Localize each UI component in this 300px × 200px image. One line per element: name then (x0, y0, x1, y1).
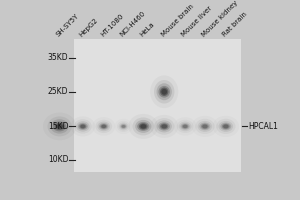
Ellipse shape (216, 119, 236, 134)
Text: HepG2: HepG2 (79, 17, 100, 38)
Ellipse shape (160, 88, 168, 96)
Text: Rat brain: Rat brain (222, 11, 248, 38)
Ellipse shape (222, 124, 230, 129)
Ellipse shape (158, 86, 170, 98)
Text: 35KD: 35KD (48, 53, 68, 62)
Ellipse shape (154, 118, 174, 135)
Ellipse shape (118, 122, 128, 130)
Text: Mouse kidney: Mouse kidney (201, 0, 239, 38)
Ellipse shape (180, 123, 190, 130)
Ellipse shape (139, 123, 148, 130)
Ellipse shape (202, 125, 208, 128)
Ellipse shape (99, 123, 109, 130)
Text: HT-1080: HT-1080 (100, 13, 124, 38)
Ellipse shape (95, 120, 112, 133)
Ellipse shape (182, 124, 188, 129)
Ellipse shape (98, 122, 110, 131)
Ellipse shape (161, 89, 167, 95)
Ellipse shape (55, 123, 64, 130)
Text: Mouse liver: Mouse liver (181, 5, 214, 38)
Ellipse shape (135, 120, 152, 133)
Ellipse shape (220, 123, 231, 130)
Text: NCI-H460: NCI-H460 (119, 10, 147, 38)
Ellipse shape (223, 125, 229, 128)
Ellipse shape (137, 122, 149, 131)
Ellipse shape (100, 124, 107, 129)
Ellipse shape (160, 123, 168, 129)
Ellipse shape (79, 124, 86, 129)
Ellipse shape (101, 125, 106, 128)
Text: SH-SY5Y: SH-SY5Y (55, 13, 80, 38)
Ellipse shape (157, 83, 172, 100)
Ellipse shape (50, 119, 69, 134)
Ellipse shape (47, 116, 72, 136)
Ellipse shape (200, 123, 210, 130)
Ellipse shape (74, 119, 92, 134)
Ellipse shape (157, 120, 172, 132)
Ellipse shape (198, 121, 212, 132)
Ellipse shape (80, 125, 85, 128)
Ellipse shape (195, 119, 214, 134)
Text: Mouse brain: Mouse brain (160, 3, 194, 38)
Ellipse shape (133, 117, 154, 135)
Text: HPCAL1: HPCAL1 (248, 122, 278, 131)
Ellipse shape (120, 124, 127, 129)
Ellipse shape (183, 125, 188, 128)
Text: HeLa: HeLa (139, 21, 156, 38)
Ellipse shape (76, 121, 89, 132)
Ellipse shape (154, 80, 174, 104)
Ellipse shape (201, 124, 209, 129)
Ellipse shape (121, 124, 126, 128)
Ellipse shape (53, 121, 66, 131)
Ellipse shape (78, 123, 88, 130)
Ellipse shape (219, 121, 233, 132)
Text: 25KD: 25KD (48, 87, 68, 96)
Ellipse shape (140, 124, 146, 129)
Ellipse shape (122, 125, 125, 128)
Ellipse shape (161, 124, 167, 128)
Bar (74, 39, 241, 172)
Ellipse shape (158, 122, 170, 131)
Ellipse shape (179, 122, 191, 131)
Text: 15KD: 15KD (48, 122, 68, 131)
Ellipse shape (56, 124, 63, 129)
Text: 10KD: 10KD (48, 155, 68, 164)
